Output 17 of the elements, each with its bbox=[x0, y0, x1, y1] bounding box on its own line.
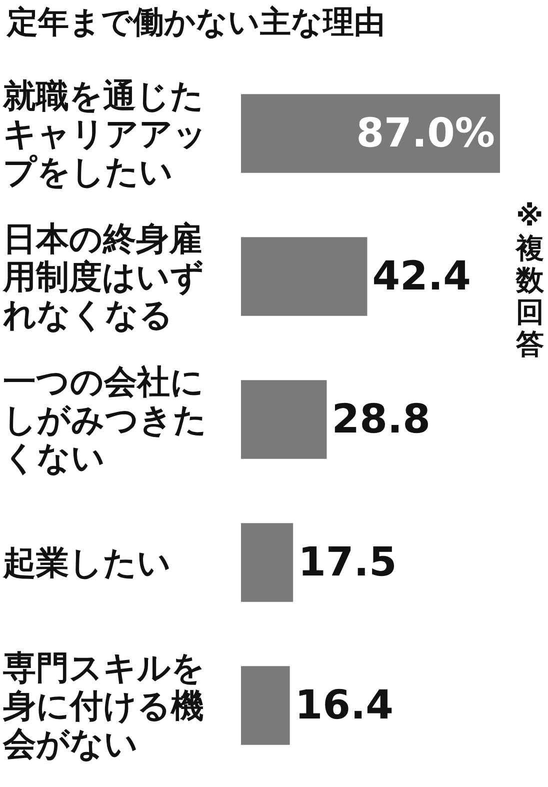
bar bbox=[241, 94, 500, 173]
y-tick-label: 起業したい bbox=[2, 543, 171, 582]
y-tick-label: 日本の終身雇用制度はいずれなくなる bbox=[2, 219, 204, 334]
chart-title: 定年まで働かない主な理由 bbox=[6, 4, 385, 40]
data-label: 42.4 bbox=[372, 254, 471, 300]
data-label: 28.8 bbox=[332, 396, 430, 442]
y-tick-label: 就職を通じたキャリアアップをしたい bbox=[2, 76, 207, 191]
data-label: 17.5 bbox=[298, 540, 397, 586]
data-label: 87.0% bbox=[356, 110, 495, 156]
y-tick-label: 専門スキルを身に付ける機会がない bbox=[2, 648, 205, 763]
bar bbox=[241, 666, 290, 745]
bar bbox=[241, 523, 294, 602]
data-label: 16.4 bbox=[294, 682, 394, 728]
text: ※複数回答 bbox=[515, 200, 545, 360]
y-tick-label: 一つの会社にしがみつきたくない bbox=[3, 362, 207, 477]
bar bbox=[241, 237, 368, 316]
bar bbox=[241, 380, 327, 459]
